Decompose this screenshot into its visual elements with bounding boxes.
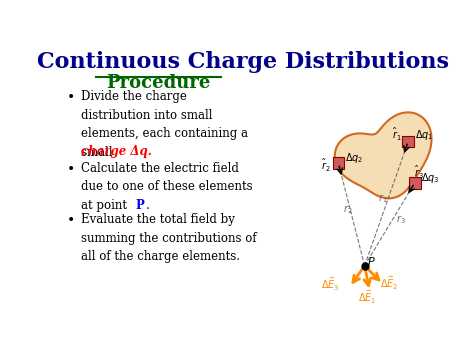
Text: $r_3$: $r_3$ <box>396 213 406 226</box>
Text: •: • <box>66 162 75 175</box>
FancyBboxPatch shape <box>402 136 414 147</box>
Text: •: • <box>66 213 75 228</box>
FancyBboxPatch shape <box>409 177 420 189</box>
Text: $\hat{r}_2$: $\hat{r}_2$ <box>320 157 330 174</box>
Text: .: . <box>146 199 149 212</box>
Text: $\Delta\vec{E}_3$: $\Delta\vec{E}_3$ <box>320 276 339 293</box>
Text: P: P <box>136 199 145 212</box>
Text: $\Delta q_1$: $\Delta q_1$ <box>415 128 433 142</box>
Text: $\Delta q_2$: $\Delta q_2$ <box>345 151 364 165</box>
Text: Procedure: Procedure <box>106 74 210 92</box>
Text: Divide the charge
distribution into small
elements, each containing a
small: Divide the charge distribution into smal… <box>82 91 248 159</box>
Text: Calculate the electric field
due to one of these elements
at point: Calculate the electric field due to one … <box>82 162 253 212</box>
Text: $r_2$: $r_2$ <box>343 203 352 216</box>
Text: Continuous Charge Distributions: Continuous Charge Distributions <box>37 51 449 73</box>
Text: P: P <box>368 257 374 267</box>
Text: $\Delta\vec{E}_2$: $\Delta\vec{E}_2$ <box>381 275 399 293</box>
Polygon shape <box>335 112 431 198</box>
FancyBboxPatch shape <box>333 157 344 169</box>
Text: charge Δq.: charge Δq. <box>82 145 152 158</box>
Text: •: • <box>66 91 75 104</box>
Text: $r_1$: $r_1$ <box>378 192 387 205</box>
Text: Evaluate the total field by
summing the contributions of
all of the charge eleme: Evaluate the total field by summing the … <box>82 213 257 263</box>
Text: $\Delta q_3$: $\Delta q_3$ <box>421 171 440 185</box>
Text: $\Delta\vec{E}_1$: $\Delta\vec{E}_1$ <box>358 289 377 306</box>
Text: $\hat{r}_3$: $\hat{r}_3$ <box>414 164 424 181</box>
Text: $\hat{r}_1$: $\hat{r}_1$ <box>392 126 402 143</box>
